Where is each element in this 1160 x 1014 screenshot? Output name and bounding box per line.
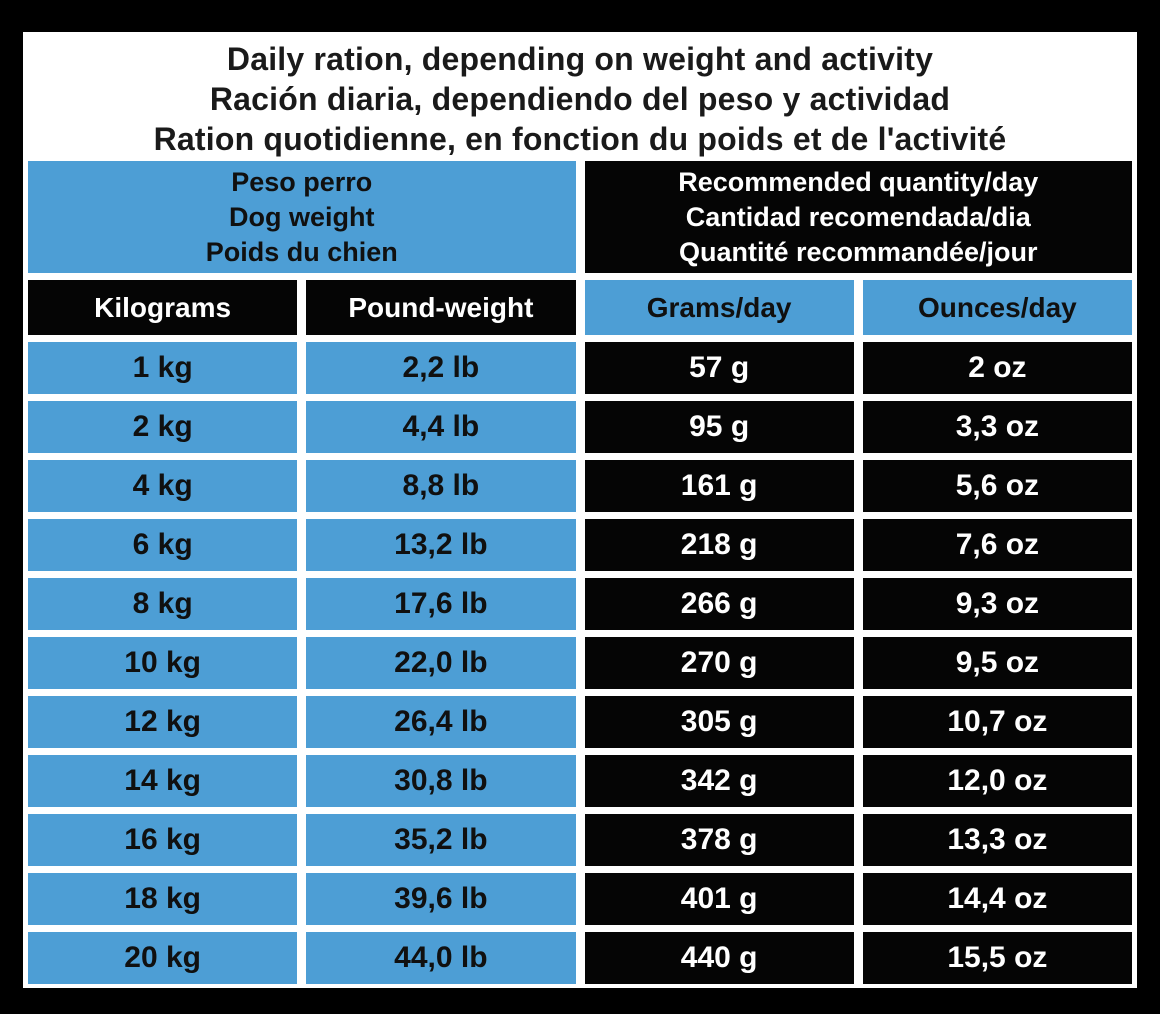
table-cell: 26,4 lb [306,696,576,748]
table-cell: 39,6 lb [306,873,576,925]
table-cell: 14,4 oz [862,873,1132,925]
quantity-label-french: Quantité recommandée/jour [678,236,1038,267]
title-line-english: Daily ration, depending on weight and ac… [226,41,934,77]
dog-weight-label-english: Dog weight [229,201,375,232]
table-cell: 5,6 oz [862,460,1132,512]
table-cell: 22,0 lb [306,637,576,689]
table-cell: 305 g [584,696,854,748]
table-cell: 57 g [584,342,854,394]
table-cell: 35,2 lb [306,814,576,866]
ration-table-panel: Daily ration, depending on weight and ac… [23,32,1137,988]
table-cell: 2 oz [862,342,1132,394]
table-cell: 2 kg [28,401,298,453]
table-cell: 95 g [584,401,854,453]
table-cell: 1 kg [28,342,298,394]
table-cell: 9,5 oz [862,637,1132,689]
table-cell: 12,0 oz [862,755,1132,807]
column-header-kilograms: Kilograms [28,280,298,335]
table-cell: 30,8 lb [306,755,576,807]
table-cell: 10 kg [28,637,298,689]
group-header-dog-weight: Peso perro Dog weight Poids du chien [28,161,576,273]
table-title: Daily ration, depending on weight and ac… [28,37,1132,161]
ration-table: Peso perro Dog weight Poids du chien Rec… [28,161,1132,984]
table-cell: 218 g [584,519,854,571]
table-cell: 16 kg [28,814,298,866]
table-cell: 3,3 oz [862,401,1132,453]
table-cell: 161 g [584,460,854,512]
table-cell: 17,6 lb [306,578,576,630]
table-cell: 8 kg [28,578,298,630]
table-cell: 20 kg [28,932,298,984]
table-cell: 13,2 lb [306,519,576,571]
table-cell: 4 kg [28,460,298,512]
table-cell: 342 g [584,755,854,807]
table-cell: 12 kg [28,696,298,748]
table-cell: 18 kg [28,873,298,925]
table-cell: 10,7 oz [862,696,1132,748]
table-cell: 378 g [584,814,854,866]
table-cell: 6 kg [28,519,298,571]
table-cell: 44,0 lb [306,932,576,984]
table-cell: 9,3 oz [862,578,1132,630]
table-cell: 8,8 lb [306,460,576,512]
quantity-label-english: Recommended quantity/day [678,166,1039,197]
dog-weight-label-french: Poids du chien [205,236,398,267]
column-header-ounces-day: Ounces/day [862,280,1132,335]
table-cell: 14 kg [28,755,298,807]
table-cell: 266 g [584,578,854,630]
group-header-recommended-quantity: Recommended quantity/day Cantidad recome… [584,161,1132,273]
table-cell: 440 g [584,932,854,984]
table-cell: 13,3 oz [862,814,1132,866]
table-cell: 7,6 oz [862,519,1132,571]
title-line-spanish: Ración diaria, dependiendo del peso y ac… [209,81,951,117]
table-cell: 270 g [584,637,854,689]
table-cell: 15,5 oz [862,932,1132,984]
dog-weight-label-spanish: Peso perro [231,166,373,197]
table-cell: 401 g [584,873,854,925]
table-cell: 4,4 lb [306,401,576,453]
title-line-french: Ration quotidienne, en fonction du poids… [153,121,1007,157]
table-cell: 2,2 lb [306,342,576,394]
column-header-grams-day: Grams/day [584,280,854,335]
column-header-pound-weight: Pound-weight [306,280,576,335]
quantity-label-spanish: Cantidad recomendada/dia [685,201,1031,232]
